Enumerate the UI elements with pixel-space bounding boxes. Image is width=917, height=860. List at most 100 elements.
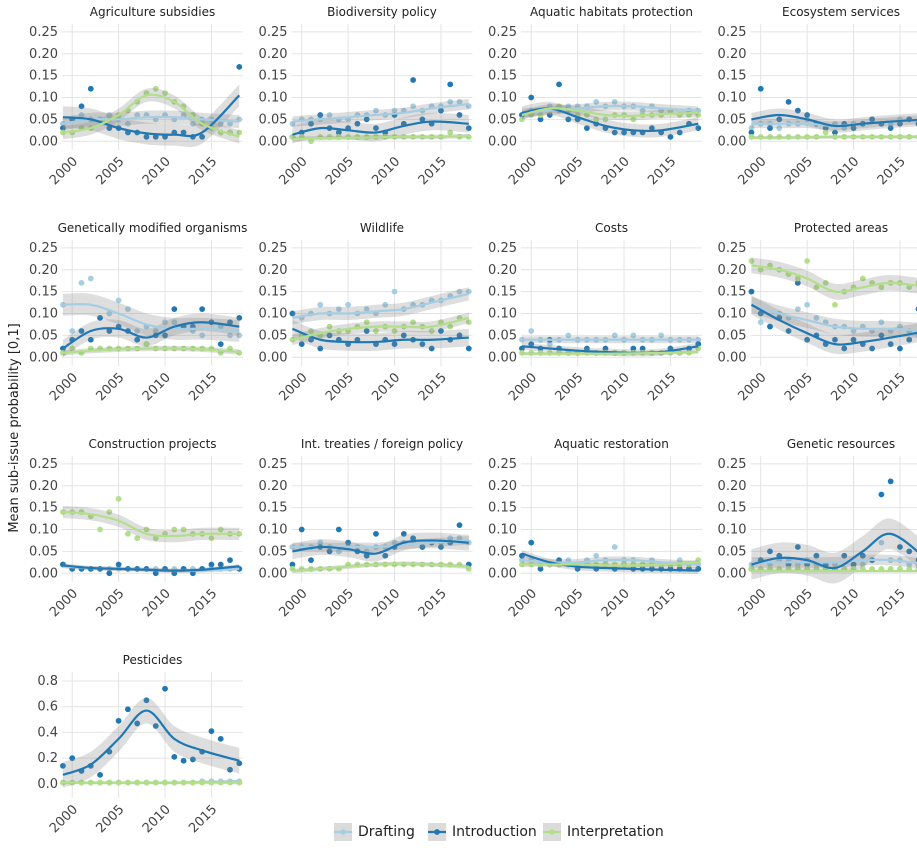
x-tick-label: 2000 bbox=[277, 586, 311, 620]
data-point bbox=[767, 125, 773, 132]
data-point bbox=[60, 349, 66, 356]
data-point bbox=[227, 120, 233, 127]
data-point bbox=[134, 112, 141, 118]
y-tick-label: 0.05 bbox=[488, 112, 517, 127]
data-point bbox=[60, 125, 66, 132]
data-point bbox=[565, 116, 572, 123]
panel: Genetic resources 0.00 0.05 0.10 0.15 0.20 0.2… bbox=[718, 437, 917, 620]
data-point bbox=[593, 116, 600, 123]
y-tick-label: 0.05 bbox=[29, 544, 58, 559]
data-point bbox=[794, 279, 801, 286]
data-point bbox=[345, 301, 352, 308]
data-point bbox=[584, 125, 590, 132]
x-tick-label: 2000 bbox=[506, 154, 540, 188]
panel-title: Construction projects bbox=[88, 437, 216, 451]
y-tick-label: 0.25 bbox=[259, 25, 288, 40]
data-point bbox=[227, 557, 233, 564]
data-point bbox=[152, 328, 159, 334]
trend-line bbox=[62, 347, 240, 354]
data-point bbox=[382, 552, 389, 559]
x-tick-label: 2010 bbox=[369, 370, 403, 404]
x-tick-label: 2000 bbox=[736, 154, 770, 188]
data-point bbox=[134, 328, 141, 334]
data-point bbox=[308, 120, 314, 127]
y-tick-label: 0.2 bbox=[37, 751, 58, 766]
trend-line bbox=[751, 135, 917, 139]
x-tick-label: 2010 bbox=[828, 370, 862, 404]
confidence-band bbox=[521, 101, 699, 138]
data-point bbox=[171, 526, 178, 533]
data-point bbox=[227, 345, 233, 352]
data-point bbox=[227, 332, 233, 339]
data-point bbox=[162, 332, 168, 339]
data-point bbox=[152, 723, 159, 729]
x-tick-label: 2000 bbox=[736, 586, 770, 620]
data-point bbox=[317, 345, 324, 352]
data-point bbox=[887, 478, 894, 485]
data-point bbox=[78, 103, 85, 110]
data-point bbox=[841, 345, 848, 352]
confidence-band bbox=[292, 287, 469, 325]
data-point bbox=[611, 544, 618, 550]
x-tick-label: 2005 bbox=[782, 370, 816, 404]
panel: Wildlife 0.00 0.05 0.10 0.15 0.20 0.25 2000 2005… bbox=[259, 221, 473, 404]
y-tick-label: 0.15 bbox=[488, 69, 517, 84]
data-point bbox=[236, 760, 243, 767]
x-tick-label: 2010 bbox=[828, 154, 862, 188]
y-tick-label: 0.25 bbox=[718, 457, 747, 472]
data-point bbox=[748, 129, 755, 136]
data-point bbox=[217, 735, 224, 742]
y-tick-label: 0.00 bbox=[29, 350, 58, 365]
y-tick-label: 0.00 bbox=[488, 566, 517, 581]
y-tick-label: 0.00 bbox=[259, 566, 288, 581]
data-point bbox=[400, 530, 407, 537]
data-point bbox=[106, 328, 113, 334]
panel: Pesticides 0.0 0.2 0.4 0.6 0.8 2000 2005 2010 201… bbox=[37, 653, 243, 836]
data-point bbox=[456, 98, 463, 105]
data-point bbox=[897, 544, 903, 550]
x-tick-label: 2015 bbox=[645, 154, 679, 188]
panel-title: Aquatic restoration bbox=[554, 437, 669, 451]
x-tick-label: 2000 bbox=[736, 370, 770, 404]
data-point bbox=[447, 98, 454, 105]
y-tick-label: 0.05 bbox=[259, 328, 288, 343]
data-point bbox=[171, 570, 178, 577]
data-point bbox=[537, 565, 544, 572]
data-point bbox=[363, 116, 370, 123]
data-point bbox=[125, 306, 131, 313]
data-point bbox=[106, 112, 113, 118]
x-tick-label: 2005 bbox=[552, 154, 586, 188]
trend-line bbox=[521, 104, 699, 114]
data-point bbox=[869, 345, 875, 352]
trend-line bbox=[751, 303, 917, 332]
data-point bbox=[537, 112, 544, 118]
data-point bbox=[171, 753, 178, 760]
legend-dot bbox=[434, 829, 440, 835]
data-point bbox=[419, 116, 426, 123]
data-point bbox=[878, 284, 885, 291]
trend-line bbox=[62, 510, 240, 538]
confidence-band bbox=[751, 108, 917, 133]
y-tick-label: 0.00 bbox=[488, 350, 517, 365]
trend-line bbox=[751, 558, 917, 565]
data-point bbox=[189, 756, 196, 763]
trend-line bbox=[521, 107, 699, 118]
y-tick-label: 0.15 bbox=[488, 285, 517, 300]
x-tick-label: 2000 bbox=[277, 154, 311, 188]
data-point bbox=[217, 561, 224, 568]
data-point bbox=[78, 328, 85, 334]
data-point bbox=[695, 125, 702, 132]
trend-line bbox=[751, 264, 917, 294]
data-point bbox=[456, 112, 463, 118]
data-point bbox=[794, 107, 801, 114]
data-point bbox=[630, 116, 637, 123]
confidence-band bbox=[292, 320, 469, 351]
y-tick-label: 0.15 bbox=[259, 285, 288, 300]
data-point bbox=[391, 107, 398, 114]
data-point bbox=[69, 755, 76, 762]
y-tick-label: 0.10 bbox=[718, 307, 747, 322]
x-tick-label: 2010 bbox=[140, 802, 174, 836]
x-tick-label: 2010 bbox=[599, 586, 633, 620]
data-point bbox=[611, 332, 618, 339]
data-point bbox=[143, 133, 150, 140]
